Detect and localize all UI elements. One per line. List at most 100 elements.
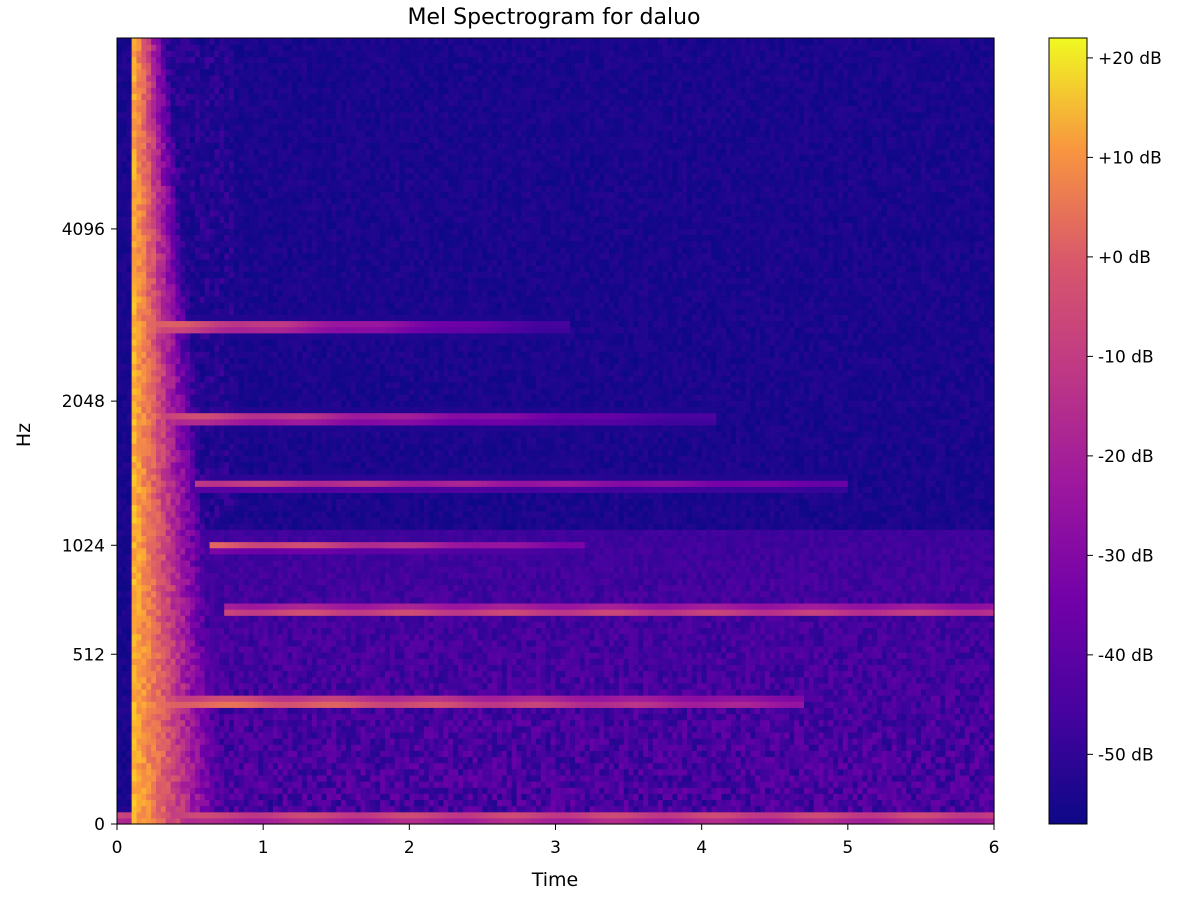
heatmap-cell [847,713,854,721]
heatmap-cell [667,664,674,672]
heatmap-cell [433,664,440,672]
heatmap-cell [194,664,201,672]
heatmap-cell [121,805,128,813]
heatmap-cell [531,787,537,794]
heatmap-cell [959,756,966,764]
heatmap-cell [243,811,250,819]
heatmap-cell [146,774,152,782]
heatmap-cell [755,793,761,801]
heatmap-cell [565,664,571,672]
heatmap-cell [131,805,138,813]
heatmap-cell [701,768,708,776]
heatmap-cell [750,817,756,825]
heatmap-cell [458,762,464,770]
heatmap-cell [974,738,980,745]
heatmap-cell [628,750,635,758]
heatmap-cell [263,701,269,708]
heatmap-cell [808,805,815,813]
heatmap-cell [618,688,625,696]
heatmap-cell [760,781,766,788]
heatmap-cell [618,817,625,825]
heatmap-cell [901,713,907,721]
heatmap-cell [326,670,332,678]
heatmap-cell [560,793,566,801]
heatmap-cell [726,811,732,819]
heatmap-cell [706,781,713,788]
heatmap-cell [565,762,571,770]
heatmap-cell [579,750,586,758]
heatmap-cell [701,664,708,672]
heatmap-cell [828,719,834,727]
heatmap-cell [423,719,430,727]
heatmap-cell [550,744,557,751]
heatmap-cell [638,744,644,751]
heatmap-cell [984,707,990,715]
heatmap-cell [253,774,259,782]
heatmap-cell [550,719,557,727]
heatmap-cell [613,652,620,659]
heatmap-cell [906,707,912,715]
heatmap-cell [506,652,513,659]
heatmap-cell [233,682,240,690]
heatmap-cell [628,793,635,801]
heatmap-cell [735,707,742,715]
heatmap-cell [414,725,420,733]
heatmap-cell [745,695,751,702]
heatmap-cell [448,701,454,708]
heatmap-cell [906,762,912,770]
heatmap-cell [365,768,371,776]
heatmap-cell [628,811,635,819]
heatmap-cell [521,707,527,715]
heatmap-cell [574,750,581,758]
heatmap-cell [190,670,196,678]
heatmap-cell [730,695,737,702]
heatmap-cell [370,652,376,659]
heatmap-cell [872,799,878,807]
heatmap-cell [774,768,781,776]
heatmap-cell [302,658,308,665]
heatmap-cell [935,787,941,794]
heatmap-cell [765,688,771,696]
heatmap-cell [769,811,776,819]
heatmap-cell [726,762,732,770]
heatmap-cell [750,695,756,702]
heatmap-cell [877,817,883,825]
heatmap-cell [224,695,230,702]
heatmap-cell [146,719,152,727]
heatmap-cell [506,781,513,788]
heatmap-cell [769,719,776,727]
heatmap-cell [501,731,508,739]
heatmap-cell [828,805,834,813]
heatmap-cell [550,781,557,788]
heatmap-cell [959,725,966,733]
heatmap-cell [857,676,864,684]
heatmap-cell [341,793,347,801]
heatmap-cell [940,701,946,708]
heatmap-cell [155,688,162,696]
heatmap-cell [370,664,376,672]
heatmap-cell [565,707,571,715]
heatmap-cell [648,738,654,745]
heatmap-cell [331,799,337,807]
heatmap-cell [521,738,527,745]
heatmap-cell [872,738,878,745]
heatmap-cell [404,664,410,672]
heatmap-cell [803,682,810,690]
heatmap-cell [979,725,985,733]
heatmap-cell [696,787,703,794]
heatmap-cell [648,652,654,659]
heatmap-cell [579,738,586,745]
heatmap-cell [891,701,898,708]
heatmap-cell [609,738,615,745]
heatmap-cell [648,799,654,807]
heatmap-cell [750,682,756,690]
heatmap-cell [613,738,620,745]
heatmap-cell [969,658,976,665]
heatmap-cell [272,688,279,696]
heatmap-cell [901,774,907,782]
heatmap-cell [638,652,644,659]
heatmap-cell [531,731,537,739]
heatmap-cell [574,805,581,813]
heatmap-cell [272,787,279,794]
heatmap-cell [818,781,825,788]
